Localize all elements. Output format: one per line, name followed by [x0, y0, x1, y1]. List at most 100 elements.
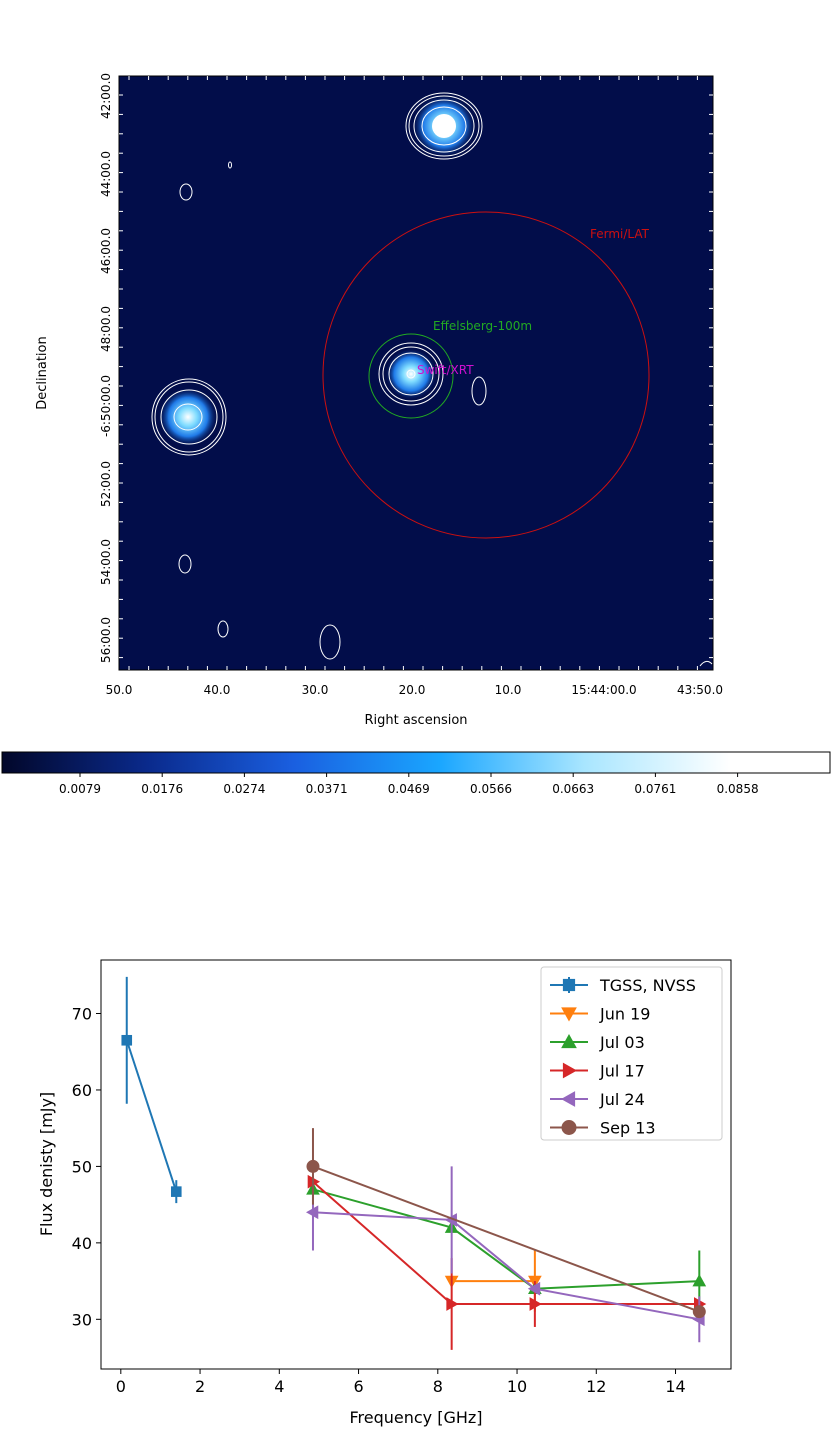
legend-marker — [561, 1033, 577, 1049]
source-west — [151, 378, 227, 456]
chart-x-axis-label: Frequency [GHz] — [349, 1408, 482, 1427]
data-point — [446, 1297, 459, 1311]
data-point — [306, 1159, 320, 1173]
contour — [378, 342, 444, 406]
radio-image-panel: Fermi/LAT Effelsberg-100m Swift/XRT 50.0… — [35, 73, 723, 728]
legend-label: Jun 19 — [599, 1005, 650, 1024]
y-tick-label: 40 — [72, 1234, 92, 1253]
colorbar-tick-label: 0.0469 — [388, 782, 430, 796]
contour — [406, 369, 416, 379]
data-point — [121, 1034, 133, 1046]
data-point — [529, 1297, 542, 1311]
colorbar-ticks: 0.0079 0.0176 0.0274 0.0371 0.0469 0.0566 0.06… — [59, 773, 759, 796]
colorbar-tick-label: 0.0176 — [141, 782, 183, 796]
contour — [382, 346, 440, 402]
image-y-tick-label: 54:00.0 — [99, 539, 113, 585]
colorbar-tick-label: 0.0761 — [634, 782, 676, 796]
noise-contour — [699, 660, 713, 667]
data-point — [170, 1186, 182, 1197]
legend-item: Jul 24 — [550, 1090, 645, 1109]
colorbar-tick-label: 0.0858 — [717, 782, 759, 796]
legend-item: Sep 13 — [550, 1119, 656, 1138]
image-y-ticks: 42:00.0 44:00.0 46:00.0 48:00.0 -6:50:00.0 52… — [99, 73, 713, 663]
data-point — [692, 1274, 707, 1287]
effelsberg-label: Effelsberg-100m — [433, 319, 532, 333]
source-core — [432, 114, 456, 138]
legend-item: Jun 19 — [550, 1005, 650, 1024]
source-center — [378, 342, 444, 406]
chart-series — [121, 976, 707, 1350]
noise-contour — [179, 183, 193, 201]
contour — [421, 106, 467, 146]
legend-marker — [562, 978, 576, 992]
legend-item: Jul 03 — [550, 1033, 645, 1052]
colorbar-tick-label: 0.0371 — [306, 782, 348, 796]
source-glow — [158, 387, 218, 447]
source-glow — [385, 348, 437, 400]
colorbar-strip — [1, 751, 831, 774]
image-x-tick-label: 10.0 — [495, 683, 522, 697]
colorbar-tick-label: 0.0663 — [552, 782, 594, 796]
contour — [413, 99, 475, 153]
chart-y-ticks: 30 40 50 60 70 — [72, 1005, 101, 1329]
x-tick-label: 8 — [433, 1377, 443, 1396]
chart-y-axis-label: Flux denisty [mJy] — [37, 1092, 56, 1236]
effelsberg-circle — [368, 333, 454, 419]
series-tgss-nvss — [121, 976, 182, 1204]
image-y-tick-label: 42:00.0 — [99, 73, 113, 119]
legend-marker — [560, 1091, 576, 1107]
colorbar-tick-label: 0.0274 — [223, 782, 265, 796]
legend: TGSS, NVSS Jun 19 Jul 03 Jul 17 Jul 24 Sep 13 — [540, 966, 723, 1141]
image-y-tick-label: -6:50:00.0 — [99, 375, 113, 437]
series-line — [312, 1165, 700, 1313]
swift-xrt-label: Swift/XRT — [417, 363, 474, 377]
contour — [160, 389, 218, 445]
source-north — [405, 92, 483, 160]
image-y-tick-label: 46:00.0 — [99, 228, 113, 274]
legend-item: TGSS, NVSS — [550, 976, 696, 995]
legend-item: Jul 17 — [550, 1062, 645, 1081]
data-point — [305, 1205, 319, 1220]
x-tick-label: 0 — [116, 1377, 126, 1396]
noise-contour — [217, 620, 229, 638]
legend-items: TGSS, NVSS Jun 19 Jul 03 Jul 17 Jul 24 Sep 13 — [550, 976, 696, 1138]
image-y-tick-label: 52:00.0 — [99, 461, 113, 507]
data-point — [527, 1281, 541, 1296]
legend-label: Jul 17 — [599, 1062, 645, 1081]
chart-x-ticks: 0 2 4 6 8 10 12 14 — [116, 1369, 686, 1396]
series-line — [312, 1211, 700, 1321]
fermi-lat-circle — [322, 211, 650, 539]
flux-spectrum-chart: 0 2 4 6 8 10 12 14 30 40 50 60 70 Frequency [GHz] F… — [37, 959, 732, 1427]
noise-contour — [471, 376, 487, 406]
x-tick-label: 12 — [586, 1377, 606, 1396]
noise-contour — [178, 554, 192, 574]
image-x-tick-label: 50.0 — [106, 683, 133, 697]
y-tick-label: 70 — [72, 1005, 92, 1024]
legend-marker — [561, 1007, 577, 1022]
contour — [173, 403, 203, 431]
image-x-tick-label: 43:50.0 — [677, 683, 723, 697]
y-tick-label: 50 — [72, 1157, 92, 1176]
legend-label: Sep 13 — [600, 1119, 656, 1138]
x-tick-label: 4 — [274, 1377, 284, 1396]
image-x-tick-label: 30.0 — [302, 683, 329, 697]
image-y-tick-label: 48:00.0 — [99, 306, 113, 352]
series-line — [125, 1039, 178, 1192]
x-tick-label: 6 — [353, 1377, 363, 1396]
legend-marker — [561, 1120, 577, 1135]
y-tick-label: 30 — [72, 1310, 92, 1329]
image-y-tick-label: 44:00.0 — [99, 151, 113, 197]
legend-label: Jul 24 — [599, 1090, 645, 1109]
legend-label: Jul 03 — [599, 1033, 645, 1052]
noise-contour — [228, 161, 232, 169]
noise-contour — [319, 624, 341, 660]
contour — [388, 352, 434, 396]
contour — [405, 92, 483, 160]
image-x-tick-label: 20.0 — [399, 683, 426, 697]
colorbar-tick-label: 0.0079 — [59, 782, 101, 796]
contour — [151, 378, 227, 456]
fermi-lat-label: Fermi/LAT — [590, 227, 650, 241]
legend-label: TGSS, NVSS — [599, 976, 696, 995]
colorbar-tick-label: 0.0566 — [470, 782, 512, 796]
